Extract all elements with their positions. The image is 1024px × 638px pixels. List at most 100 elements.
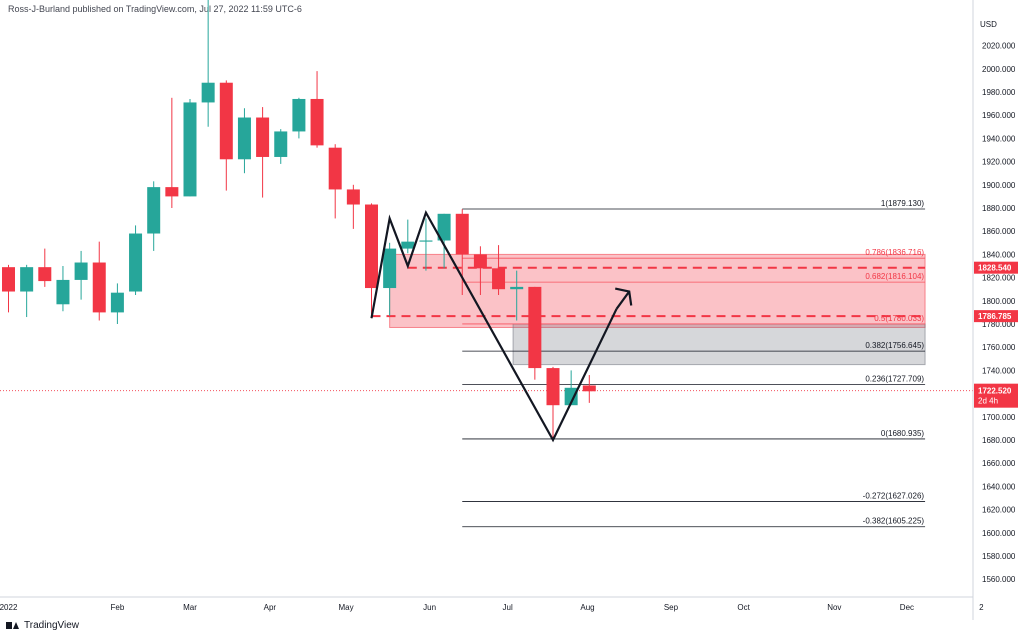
candle-body [183, 102, 197, 197]
candle-body [455, 213, 469, 255]
x-tick-label: Oct [737, 603, 750, 612]
candle-down [256, 107, 270, 198]
x-tick-label: 2022 [0, 603, 18, 612]
candle-up [147, 181, 161, 251]
candle-down [582, 375, 596, 403]
arrow-head [614, 287, 633, 306]
candle-body [56, 279, 70, 305]
footer-brand: TradingView [24, 620, 80, 631]
candle-up [56, 266, 70, 312]
candle-up [564, 370, 578, 406]
price-tag-label: 1828.540 [978, 264, 1012, 273]
x-tick-label: Jul [503, 603, 513, 612]
x-tick-label: Nov [827, 603, 841, 612]
price-tag-label: 1786.785 [978, 312, 1012, 321]
candle-body [110, 292, 124, 313]
fib-level-label: 0.5(1780.033) [874, 314, 924, 323]
pattern-drawing[interactable] [370, 209, 633, 443]
tradingview-logo-icon [6, 621, 20, 630]
current-price-label: 1722.520 [978, 387, 1012, 396]
y-tick-label: 1920.000 [982, 158, 1016, 167]
candle-body [219, 82, 233, 160]
fib-level-label: 0.786(1836.716) [865, 248, 924, 257]
candle-body [92, 262, 106, 313]
y-tick-label: 1820.000 [982, 274, 1016, 283]
candle-body [129, 233, 143, 292]
candle-up [74, 250, 88, 300]
y-tick-label: 1700.000 [982, 413, 1016, 422]
candle-body [2, 267, 15, 292]
candle-up [20, 264, 34, 318]
candle-down [2, 264, 15, 313]
candle-up [292, 97, 306, 139]
candle-body [274, 131, 288, 157]
y-tick-label: 1660.000 [982, 459, 1016, 468]
candle-body [310, 98, 324, 146]
y-tick-label: 1680.000 [982, 436, 1016, 445]
candle-up [201, 0, 215, 127]
y-tick-label: 2000.000 [982, 65, 1016, 74]
y-tick-label: 1600.000 [982, 529, 1016, 538]
candle-body [528, 286, 542, 369]
x-axis[interactable]: 2022 Feb Mar Apr May Jun Jul Aug Sep Oct Nov Dec 2 [0, 603, 984, 612]
x-tick-label: 2 [979, 603, 984, 612]
x-tick-label: Feb [111, 603, 125, 612]
y-tick-label: 1740.000 [982, 366, 1016, 375]
zones-layer [389, 253, 926, 366]
fib-level-label: -0.272(1627.026) [863, 491, 925, 500]
candle-body [165, 187, 179, 197]
candle-up [237, 108, 251, 174]
fib-level-label: 0.236(1727.709) [865, 375, 924, 384]
candle-body [564, 387, 578, 406]
y-tick-label: 1800.000 [982, 297, 1016, 306]
pattern-zigzag-line[interactable] [370, 209, 618, 443]
candle-down [473, 246, 487, 295]
zone-grey [512, 323, 926, 366]
price-tag-box [974, 310, 1018, 323]
candle-body [237, 117, 251, 160]
candle-down [492, 245, 506, 295]
y-tick-label: 1900.000 [982, 181, 1016, 190]
candles-layer [2, 0, 596, 439]
fib-level-label: 0.682(1816.104) [865, 272, 924, 281]
candle-body [401, 241, 415, 249]
y-tick-label: 1780.000 [982, 320, 1016, 329]
countdown-label: 2d 4h [978, 397, 998, 406]
candle-up [183, 98, 197, 197]
footer: TradingView [6, 620, 79, 631]
candle-up [419, 218, 433, 271]
y-tick-label: 1840.000 [982, 250, 1016, 259]
y-tick-label: 1640.000 [982, 482, 1016, 491]
y-tick-label: 1580.000 [982, 552, 1016, 561]
y-tick-label: 1980.000 [982, 88, 1016, 97]
y-tick-label: 1960.000 [982, 111, 1016, 120]
candle-down [92, 241, 106, 321]
x-tick-label: Jun [423, 603, 436, 612]
candle-down [165, 97, 179, 208]
fib-level-label: 0.382(1756.645) [865, 341, 924, 350]
candle-up [437, 213, 451, 269]
candle-down [346, 184, 360, 229]
candle-body [473, 254, 487, 269]
candle-down [546, 366, 560, 439]
y-tick-label: 1620.000 [982, 506, 1016, 515]
candle-body [74, 262, 88, 280]
candle-body [38, 267, 52, 282]
candle-down [328, 144, 342, 219]
candle-down [219, 80, 233, 191]
candle-down [455, 209, 469, 295]
candle-body [256, 117, 270, 157]
candle-body [147, 187, 161, 234]
axes-layer: USD [0, 0, 997, 620]
candle-up [510, 270, 524, 321]
x-tick-label: May [339, 603, 354, 612]
candle-body [419, 240, 433, 242]
fib-level-label: 0(1680.935) [881, 429, 924, 438]
price-chart[interactable]: 1(1879.130) 0.786(1836.716) 0.682(1816.104… [0, 0, 1024, 620]
candle-up [129, 225, 143, 295]
candle-down [365, 203, 378, 319]
candle-down [310, 71, 324, 148]
candle-up [274, 129, 288, 164]
fib-level-label: -0.382(1605.225) [863, 517, 925, 526]
